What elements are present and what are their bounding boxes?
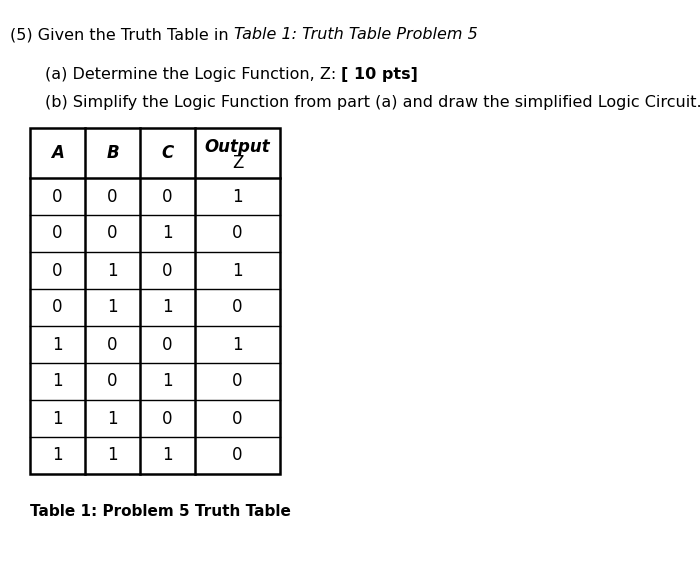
Text: 0: 0 xyxy=(107,225,118,243)
Text: 0: 0 xyxy=(162,188,173,206)
Text: 1: 1 xyxy=(232,262,243,280)
Text: C: C xyxy=(162,144,174,162)
Text: 1: 1 xyxy=(162,372,173,390)
Bar xyxy=(30,128,280,474)
Text: A: A xyxy=(51,144,64,162)
Text: 1: 1 xyxy=(162,225,173,243)
Text: 0: 0 xyxy=(162,335,173,354)
Text: Z: Z xyxy=(232,154,243,172)
Text: 0: 0 xyxy=(107,372,118,390)
Text: (b) Simplify the Logic Function from part (a) and draw the simplified Logic Circ: (b) Simplify the Logic Function from par… xyxy=(45,95,700,110)
Text: 1: 1 xyxy=(107,409,118,427)
Text: 0: 0 xyxy=(232,299,243,317)
Text: 1: 1 xyxy=(52,409,63,427)
Text: Table 1: Truth Table Problem 5: Table 1: Truth Table Problem 5 xyxy=(234,27,477,42)
Text: 1: 1 xyxy=(107,299,118,317)
Text: B: B xyxy=(106,144,119,162)
Text: 1: 1 xyxy=(232,188,243,206)
Text: 0: 0 xyxy=(52,225,63,243)
Text: (5) Given the Truth Table in: (5) Given the Truth Table in xyxy=(10,27,234,42)
Text: 1: 1 xyxy=(232,335,243,354)
Text: 0: 0 xyxy=(162,262,173,280)
Text: 0: 0 xyxy=(232,225,243,243)
Text: Table 1: Problem 5 Truth Table: Table 1: Problem 5 Truth Table xyxy=(30,504,291,519)
Text: 0: 0 xyxy=(162,409,173,427)
Text: 0: 0 xyxy=(232,372,243,390)
Text: 0: 0 xyxy=(232,446,243,464)
Text: 1: 1 xyxy=(162,446,173,464)
Text: 1: 1 xyxy=(107,446,118,464)
Text: 1: 1 xyxy=(52,446,63,464)
Text: 1: 1 xyxy=(52,372,63,390)
Text: [ 10 pts]: [ 10 pts] xyxy=(342,67,419,82)
Text: 0: 0 xyxy=(107,188,118,206)
Text: 1: 1 xyxy=(107,262,118,280)
Text: 1: 1 xyxy=(52,335,63,354)
Text: 0: 0 xyxy=(52,262,63,280)
Text: 0: 0 xyxy=(107,335,118,354)
Text: 1: 1 xyxy=(162,299,173,317)
Text: Output: Output xyxy=(204,138,270,156)
Text: 0: 0 xyxy=(232,409,243,427)
Text: 0: 0 xyxy=(52,188,63,206)
Text: (a) Determine the Logic Function, Z:: (a) Determine the Logic Function, Z: xyxy=(45,67,342,82)
Text: 0: 0 xyxy=(52,299,63,317)
